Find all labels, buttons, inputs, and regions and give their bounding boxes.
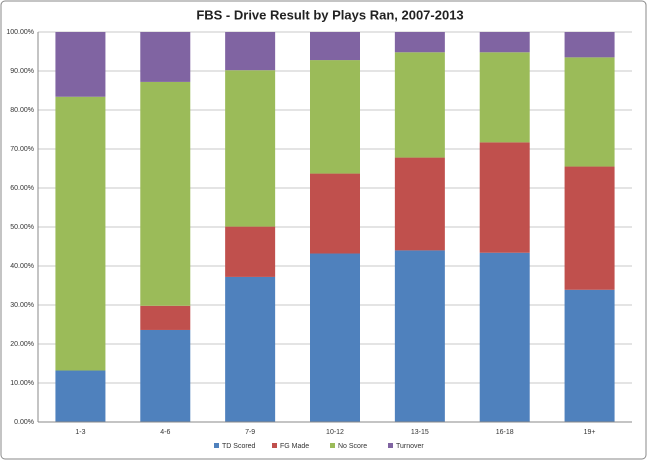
bar-segment bbox=[479, 52, 530, 143]
bar-segment bbox=[225, 276, 276, 422]
bar-segment bbox=[55, 370, 106, 422]
bar-segment bbox=[310, 253, 360, 422]
x-tick-label: 13-15 bbox=[411, 429, 429, 436]
y-tick-label: 20.00% bbox=[10, 341, 34, 348]
bar-segment bbox=[140, 329, 191, 422]
bar-segment bbox=[140, 305, 191, 330]
y-tick-label: 10.00% bbox=[10, 380, 34, 387]
legend-label: FG Made bbox=[280, 443, 309, 450]
bar-segment bbox=[564, 32, 615, 58]
x-tick-label: 16-18 bbox=[496, 429, 514, 436]
bar-segment bbox=[479, 252, 530, 422]
legend-swatch bbox=[388, 443, 393, 448]
bar-segment bbox=[564, 166, 615, 290]
x-tick-label: 7-9 bbox=[245, 429, 255, 436]
y-tick-label: 0.00% bbox=[14, 419, 34, 426]
bar-segment bbox=[394, 52, 445, 158]
bar-segment bbox=[310, 60, 360, 174]
bar-segment bbox=[225, 70, 276, 227]
bar-segment bbox=[479, 142, 530, 253]
x-tick-label: 4-6 bbox=[160, 429, 170, 436]
x-tick-label: 19+ bbox=[584, 429, 596, 436]
chart-title: FBS - Drive Result by Plays Ran, 2007-20… bbox=[196, 7, 463, 22]
bar-segment bbox=[310, 173, 360, 254]
y-tick-label: 100.00% bbox=[6, 29, 34, 36]
bar-segment bbox=[55, 96, 106, 371]
legend-label: TD Scored bbox=[222, 443, 256, 450]
y-tick-label: 80.00% bbox=[10, 107, 34, 114]
bar-segment bbox=[310, 32, 360, 61]
y-tick-label: 70.00% bbox=[10, 146, 34, 153]
y-tick-label: 60.00% bbox=[10, 185, 34, 192]
bar-segment bbox=[479, 32, 530, 53]
y-tick-label: 90.00% bbox=[10, 68, 34, 75]
bar-segment bbox=[394, 32, 445, 53]
bar-segment bbox=[55, 32, 106, 97]
legend-label: Turnover bbox=[396, 443, 424, 450]
bar-segment bbox=[394, 157, 445, 251]
bar-segment bbox=[564, 289, 615, 422]
x-tick-label: 10-12 bbox=[326, 429, 344, 436]
bar-segment bbox=[140, 81, 191, 306]
legend-swatch bbox=[330, 443, 335, 448]
y-tick-label: 50.00% bbox=[10, 224, 34, 231]
legend-swatch bbox=[214, 443, 219, 448]
legend-label: No Score bbox=[338, 443, 367, 450]
y-tick-label: 40.00% bbox=[10, 263, 34, 270]
bar-segment bbox=[394, 250, 445, 422]
bar-segment bbox=[225, 32, 276, 71]
bar-segment bbox=[225, 226, 276, 277]
bar-segment bbox=[140, 32, 191, 82]
y-tick-label: 30.00% bbox=[10, 302, 34, 309]
x-tick-label: 1-3 bbox=[75, 429, 85, 436]
legend-swatch bbox=[272, 443, 277, 448]
bar-segment bbox=[564, 57, 615, 167]
